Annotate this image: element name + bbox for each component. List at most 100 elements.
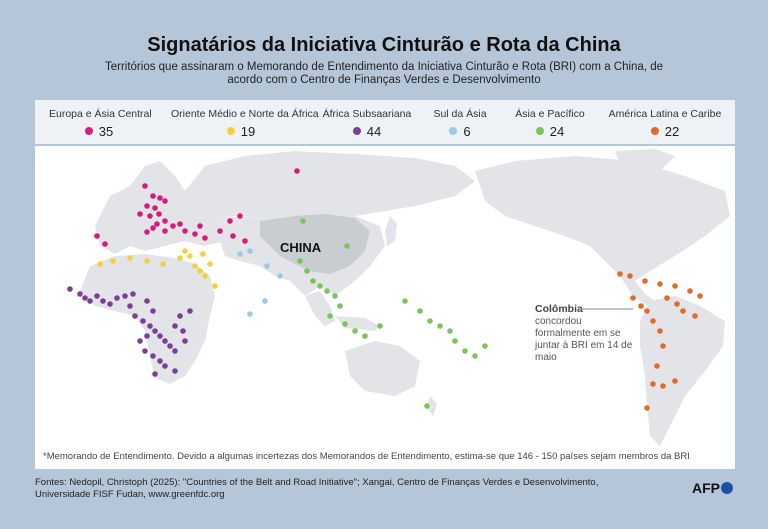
land-china — [260, 214, 370, 274]
signatory-marker — [97, 261, 103, 267]
legend-item-sub-saharan-africa: África Subsaariana 44 — [321, 108, 413, 139]
signatory-marker — [237, 251, 243, 257]
signatory-marker — [162, 363, 168, 369]
signatory-marker — [462, 348, 468, 354]
land-russia — [185, 151, 475, 221]
colombia-annotation-title: Colômbia — [535, 303, 583, 315]
legend-item-latin-america-caribbean: América Latina e Caribe 22 — [607, 108, 723, 139]
signatory-marker — [127, 303, 133, 309]
signatory-marker — [337, 303, 343, 309]
signatory-marker — [177, 255, 183, 261]
signatory-marker — [660, 383, 666, 389]
signatory-marker — [150, 193, 156, 199]
signatory-marker — [144, 203, 150, 209]
legend: Europa e Ásia Central 35 Oriente Médio e… — [35, 100, 735, 144]
signatory-marker — [137, 338, 143, 344]
signatory-marker — [297, 258, 303, 264]
signatory-marker — [227, 218, 233, 224]
signatory-marker — [167, 343, 173, 349]
legend-count: 35 — [98, 124, 114, 139]
legend-count: 19 — [240, 124, 256, 139]
land-africa — [80, 254, 215, 384]
world-map: CHINA Colômbia concordou formalmente em … — [35, 146, 735, 469]
signatory-marker — [172, 348, 178, 354]
legend-label: Europa e Ásia Central — [49, 108, 152, 120]
signatory-marker — [650, 318, 656, 324]
legend-dot-icon — [535, 127, 544, 135]
signatory-marker — [342, 321, 348, 327]
signatory-marker — [110, 258, 116, 264]
signatory-marker — [230, 233, 236, 239]
signatory-marker — [332, 293, 338, 299]
signatory-marker — [140, 318, 146, 324]
signatory-marker — [202, 235, 208, 241]
signatory-marker — [77, 291, 83, 297]
land-australia — [345, 341, 420, 396]
signatory-marker — [150, 225, 156, 231]
signatory-marker — [122, 293, 128, 299]
footnote: *Memorando de Entendimento. Devido a alg… — [43, 451, 690, 462]
signatory-marker — [362, 333, 368, 339]
signatory-marker — [644, 308, 650, 314]
signatory-marker — [427, 318, 433, 324]
signatory-marker — [644, 405, 650, 411]
signatory-marker — [264, 263, 270, 269]
signatory-marker — [660, 343, 666, 349]
signatory-marker — [237, 213, 243, 219]
legend-label: Sul da Ásia — [433, 108, 487, 120]
signatory-marker — [262, 298, 268, 304]
signatory-marker — [617, 271, 623, 277]
signatory-marker — [657, 281, 663, 287]
signatory-marker — [182, 338, 188, 344]
signatory-marker — [672, 283, 678, 289]
signatory-marker — [654, 363, 660, 369]
signatory-marker — [472, 353, 478, 359]
signatory-marker — [672, 378, 678, 384]
signatory-markers — [67, 168, 703, 411]
signatory-marker — [452, 338, 458, 344]
signatory-marker — [402, 298, 408, 304]
signatory-marker — [87, 298, 93, 304]
signatory-marker — [157, 333, 163, 339]
signatory-marker — [674, 301, 680, 307]
signatory-marker — [127, 255, 133, 261]
signatory-marker — [317, 283, 323, 289]
land-southeast-asia — [305, 291, 380, 331]
signatory-marker — [687, 288, 693, 294]
legend-dot-icon — [650, 127, 659, 135]
signatory-marker — [150, 353, 156, 359]
signatory-marker — [107, 301, 113, 307]
signatory-marker — [170, 223, 176, 229]
signatory-marker — [638, 303, 644, 309]
legend-label: Ásia e Pacífico — [515, 108, 585, 120]
signatory-marker — [207, 261, 213, 267]
legend-dot-icon — [84, 127, 93, 135]
sources: Fontes: Nedopil, Christoph (2025): "Coun… — [35, 477, 599, 500]
legend-item-middle-east-north-africa: Oriente Médio e Norte da África 19 — [171, 108, 319, 139]
signatory-marker — [642, 278, 648, 284]
signatory-marker — [304, 268, 310, 274]
afp-logo: AFP — [692, 480, 733, 496]
signatory-marker — [197, 268, 203, 274]
signatory-marker — [144, 229, 150, 235]
signatory-marker — [692, 313, 698, 319]
land-masses — [80, 149, 730, 446]
signatory-marker — [417, 308, 423, 314]
signatory-marker — [650, 381, 656, 387]
signatory-marker — [160, 261, 166, 267]
signatory-marker — [137, 211, 143, 217]
land-japan — [385, 216, 397, 246]
signatory-marker — [162, 218, 168, 224]
signatory-marker — [187, 308, 193, 314]
signatory-marker — [657, 328, 663, 334]
afp-dot-icon — [721, 482, 733, 494]
signatory-marker — [197, 223, 203, 229]
signatory-marker — [152, 371, 158, 377]
legend-label: Oriente Médio e Norte da África — [171, 108, 319, 120]
signatory-marker — [172, 323, 178, 329]
legend-count: 6 — [463, 124, 471, 139]
signatory-marker — [247, 248, 253, 254]
legend-count: 22 — [664, 124, 680, 139]
signatory-marker — [162, 198, 168, 204]
signatory-marker — [142, 348, 148, 354]
